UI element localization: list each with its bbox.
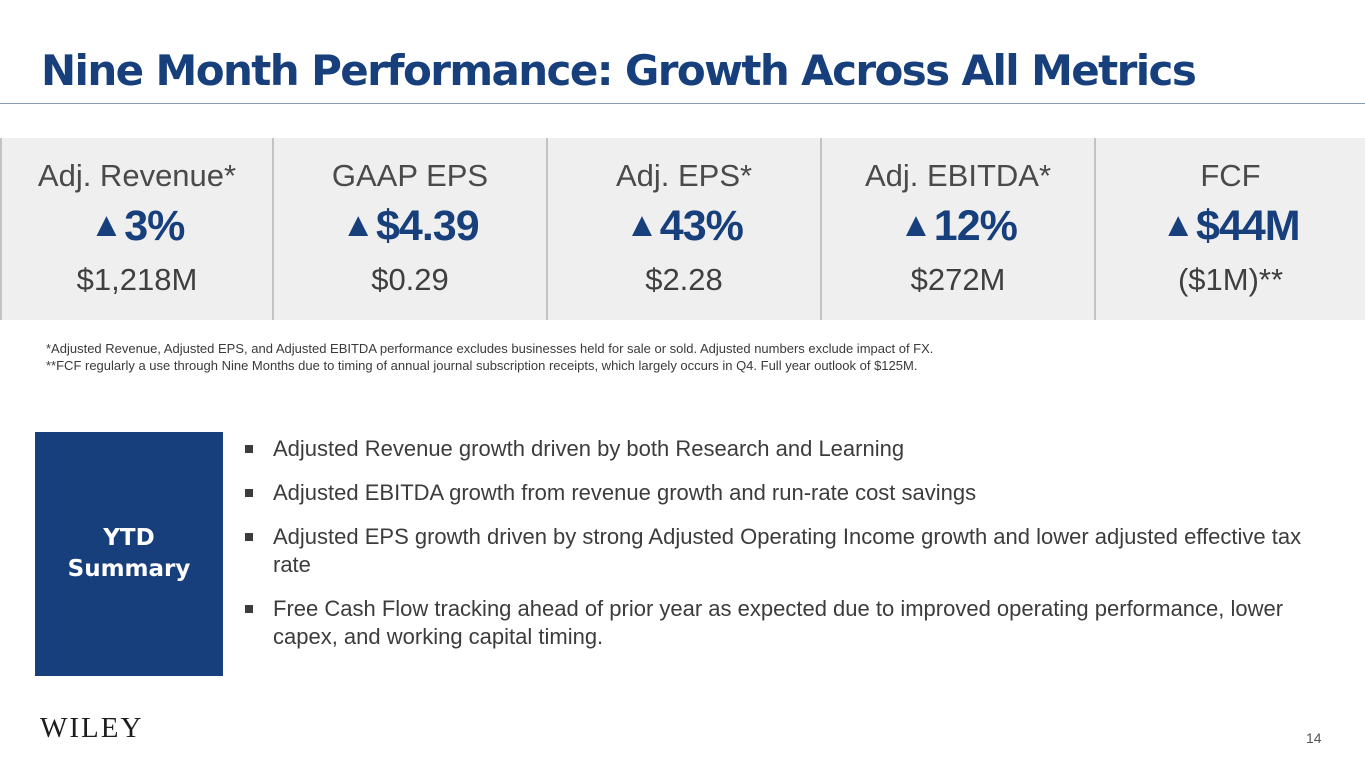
wiley-logo: WILEY (40, 712, 144, 744)
bullet-text: Free Cash Flow tracking ahead of prior y… (273, 596, 1284, 649)
metric-change: ▲$44M (1096, 202, 1365, 251)
up-arrow-icon: ▲ (625, 206, 659, 244)
metric-change: ▲3% (2, 202, 272, 251)
square-bullet-icon (245, 489, 253, 497)
up-arrow-icon: ▲ (341, 206, 375, 244)
metric-label: GAAP EPS (331, 158, 489, 193)
list-item: Adjusted EPS growth driven by strong Adj… (243, 523, 1323, 579)
metric-change: ▲43% (548, 202, 820, 251)
metric-value: ($1M)** (1177, 262, 1284, 297)
page-number: 14 (1306, 730, 1322, 746)
metric-label: Adj. EBITDA* (864, 158, 1052, 193)
footnotes: *Adjusted Revenue, Adjusted EPS, and Adj… (46, 340, 933, 374)
list-item: Adjusted Revenue growth driven by both R… (243, 435, 1323, 463)
square-bullet-icon (245, 445, 253, 453)
metric-fcf: FCF ▲$44M ($1M)** (1096, 138, 1365, 320)
metrics-strip: Adj. Revenue* ▲3% $1,218M GAAP EPS ▲$4.3… (0, 138, 1365, 320)
footnote-adjusted: *Adjusted Revenue, Adjusted EPS, and Adj… (46, 341, 934, 356)
bullet-text: Adjusted EBITDA growth from revenue grow… (273, 480, 977, 505)
up-arrow-icon: ▲ (89, 206, 124, 244)
ytd-summary-line2: Summary (67, 556, 191, 582)
bullet-text: Adjusted EPS growth driven by strong Adj… (273, 524, 1302, 577)
footnote-fcf: **FCF regularly a use through Nine Month… (46, 358, 918, 373)
metric-adj-revenue: Adj. Revenue* ▲3% $1,218M (0, 138, 274, 320)
ytd-summary-box: YTD Summary (35, 432, 223, 676)
metric-value: $0.29 (371, 262, 449, 297)
metric-value: $2.28 (645, 262, 723, 297)
metric-adj-ebitda: Adj. EBITDA* ▲12% $272M (822, 138, 1096, 320)
metric-change: ▲12% (822, 202, 1094, 251)
up-arrow-icon: ▲ (899, 206, 933, 244)
up-arrow-icon: ▲ (1161, 206, 1195, 244)
ytd-summary-line1: YTD (103, 525, 155, 551)
summary-bullet-list: Adjusted Revenue growth driven by both R… (243, 435, 1323, 667)
list-item: Adjusted EBITDA growth from revenue grow… (243, 479, 1323, 507)
metric-change-value: 3% (124, 202, 185, 250)
metric-change-value: 12% (933, 202, 1018, 250)
metric-change: ▲$4.39 (274, 202, 546, 251)
metric-change-value: 43% (659, 202, 744, 250)
metric-change-value: $4.39 (376, 202, 480, 250)
title-divider (0, 103, 1365, 104)
metric-value: $1,218M (76, 262, 198, 297)
metric-value: $272M (910, 262, 1006, 297)
square-bullet-icon (245, 533, 253, 541)
bullet-text: Adjusted Revenue growth driven by both R… (273, 436, 905, 461)
square-bullet-icon (245, 605, 253, 613)
page-title: Nine Month Performance: Growth Across Al… (41, 46, 1197, 95)
list-item: Free Cash Flow tracking ahead of prior y… (243, 595, 1323, 651)
metric-label: FCF (1200, 158, 1261, 193)
metric-label: Adj. EPS* (615, 158, 753, 193)
metric-adj-eps: Adj. EPS* ▲43% $2.28 (548, 138, 822, 320)
metric-gaap-eps: GAAP EPS ▲$4.39 $0.29 (274, 138, 548, 320)
metric-change-value: $44M (1196, 202, 1301, 250)
metric-label: Adj. Revenue* (37, 158, 237, 193)
